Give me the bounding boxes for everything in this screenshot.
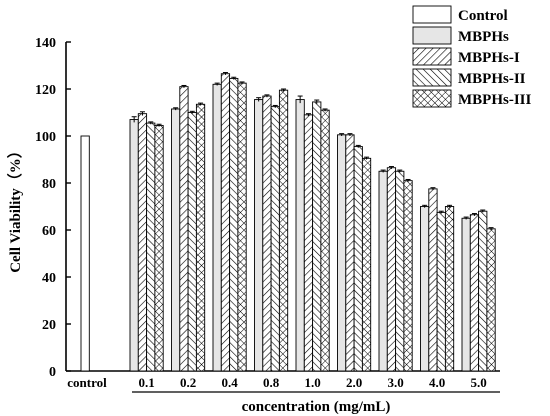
- y-tick-label: 80: [42, 177, 56, 192]
- bar-mbphs-2-0: [337, 134, 347, 372]
- x-tick-label: 2.0: [346, 375, 362, 390]
- y-ticks: 0 20 40 60 80 100 120 140: [35, 36, 71, 380]
- bar-mbphs-0-4: [212, 83, 222, 372]
- legend: Control MBPHs MBPHs-I MBPHs-II MBPHs-III: [412, 5, 532, 108]
- bar-mbphs-iii-1-0: [320, 109, 330, 372]
- y-tick-label: 0: [49, 365, 56, 380]
- y-tick-label: 60: [42, 224, 56, 239]
- x-tick-label: 5.0: [470, 375, 486, 390]
- bar-mbphs-iii-2-0: [361, 157, 372, 372]
- y-axis-label: Cell Viability（%）: [6, 143, 24, 273]
- legend-label: MBPHs-II: [458, 71, 526, 87]
- bar-mbphs-ii-5-0: [478, 210, 488, 372]
- bar-mbphs-ii-0-1: [146, 122, 156, 372]
- bar-mbphs-0-8: [254, 99, 264, 372]
- bar-mbphs-i-0-8: [262, 95, 272, 372]
- bar-mbphs-0-1: [129, 119, 139, 372]
- bar-mbphs-0-2: [171, 108, 181, 372]
- legend-label: MBPHs-III: [458, 92, 532, 108]
- bar-mbphs-1-0: [295, 99, 305, 372]
- bar-mbphs-ii-0-8: [270, 106, 280, 372]
- bar-mbphs-ii-2-0: [353, 146, 363, 372]
- bar-mbphs-i-4-0: [428, 188, 438, 372]
- bar-mbphs-iii-0-1: [154, 124, 164, 372]
- x-tick-label: 0.8: [263, 375, 280, 390]
- x-tick-label: 0.4: [221, 375, 238, 390]
- bar-mbphs-i-0-1: [137, 113, 148, 372]
- x-tick-label: 0.1: [138, 375, 154, 390]
- y-tick-label: 140: [35, 36, 56, 51]
- bar-mbphs-i-3-0: [386, 167, 397, 372]
- x-tick-label: 3.0: [387, 375, 403, 390]
- bar-mbphs-iii-4-0: [444, 206, 455, 372]
- bar-mbphs-iii-0-8: [278, 89, 289, 372]
- x-tick-label: 4.0: [429, 375, 445, 390]
- legend-swatch: [412, 89, 452, 108]
- y-tick-label: 20: [42, 318, 56, 333]
- bar-mbphs-5-0: [461, 217, 471, 372]
- bar-mbphs-ii-4-0: [436, 211, 446, 372]
- bar-mbphs-i-0-4: [220, 73, 231, 372]
- x-tick-label: 0.2: [180, 375, 196, 390]
- bar-control: [80, 135, 90, 372]
- bar-mbphs-iii-0-4: [237, 82, 247, 372]
- y-tick-label: 100: [35, 130, 56, 145]
- x-tick-labels: control 0.1 0.2 0.4 0.8 1.0 2.0 3.0 4.0 5.0: [67, 375, 486, 390]
- bar-mbphs-4-0: [420, 206, 430, 372]
- bar-mbphs-i-1-0: [303, 114, 314, 372]
- legend-label: MBPHs-I: [458, 50, 520, 66]
- bar-mbphs-iii-3-0: [403, 180, 413, 372]
- y-tick-label: 40: [42, 271, 56, 286]
- bar-mbphs-ii-3-0: [395, 170, 405, 372]
- bar-mbphs-i-2-0: [345, 134, 355, 372]
- y-tick-label: 120: [35, 83, 56, 98]
- legend-swatch: [412, 26, 452, 45]
- legend-swatch: [412, 47, 452, 66]
- bars: [80, 72, 496, 372]
- bar-mbphs-i-0-2: [179, 86, 189, 372]
- bar-mbphs-ii-0-4: [229, 77, 239, 372]
- legend-label: Control: [458, 8, 508, 24]
- bar-mbphs-ii-0-2: [187, 112, 197, 372]
- bar-mbphs-3-0: [378, 170, 388, 372]
- x-tick-label-control: control: [67, 375, 107, 390]
- legend-swatch: [412, 68, 452, 87]
- bar-mbphs-i-5-0: [469, 214, 480, 372]
- bar-mbphs-iii-5-0: [486, 228, 496, 372]
- legend-label: MBPHs: [458, 29, 509, 45]
- x-axis-label: concentration (mg/mL): [242, 399, 391, 415]
- bar-mbphs-ii-1-0: [312, 101, 322, 372]
- legend-swatch: [412, 5, 452, 24]
- bar-mbphs-iii-0-2: [195, 103, 206, 372]
- x-tick-label: 1.0: [304, 375, 320, 390]
